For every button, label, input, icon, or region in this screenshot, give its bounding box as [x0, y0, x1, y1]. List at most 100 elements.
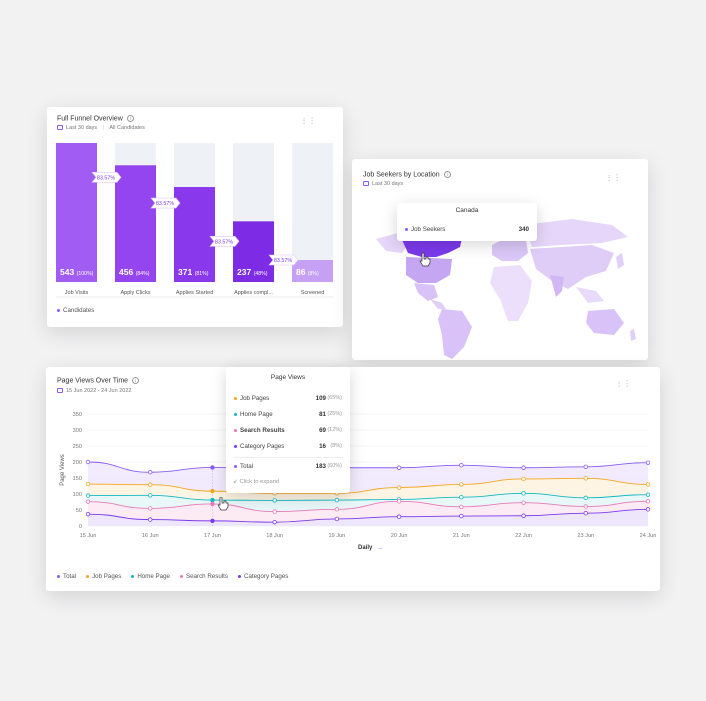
- more-options-icon[interactable]: ⋮: [616, 174, 624, 183]
- series-point[interactable]: [148, 482, 153, 487]
- series-point[interactable]: [583, 464, 588, 469]
- series-point[interactable]: [521, 465, 526, 470]
- tooltip-expand[interactable]: ↙ Click to expand: [233, 479, 279, 485]
- legend-item[interactable]: Total: [57, 573, 76, 580]
- series-point[interactable]: [396, 514, 402, 519]
- series-point[interactable]: [148, 506, 153, 511]
- series-point[interactable]: [583, 510, 588, 516]
- map-region-russia[interactable]: [524, 219, 628, 247]
- series-point[interactable]: [334, 507, 340, 512]
- info-icon[interactable]: i: [443, 171, 451, 178]
- funnel-bar[interactable]: [56, 143, 97, 282]
- series-line[interactable]: [87, 492, 649, 501]
- pageviews-title: Page Views Over Time: [57, 377, 129, 385]
- series-line[interactable]: [87, 508, 649, 523]
- series-point[interactable]: [334, 497, 340, 503]
- map-region-india[interactable]: [550, 275, 564, 297]
- map-region-asia[interactable]: [530, 245, 614, 289]
- funnel-bar[interactable]: [115, 165, 156, 282]
- tooltip-dot: [234, 396, 237, 400]
- map-region-southeast-asia[interactable]: [576, 287, 604, 303]
- period-selector[interactable]: Daily →: [358, 545, 383, 551]
- legend-item[interactable]: Home Page: [131, 573, 170, 580]
- series-point[interactable]: [459, 504, 464, 509]
- legend-item[interactable]: Search Results: [180, 573, 228, 580]
- x-tick-label: 22 Jun: [515, 533, 532, 539]
- map-region-japan[interactable]: [616, 253, 624, 269]
- more-options-icon[interactable]: ⋮: [311, 117, 319, 126]
- series-point[interactable]: [148, 470, 153, 475]
- series-point[interactable]: [583, 504, 588, 509]
- series-point[interactable]: [272, 519, 277, 525]
- series-point[interactable]: [85, 459, 91, 465]
- series-point[interactable]: [583, 476, 588, 481]
- series-point[interactable]: [148, 517, 153, 522]
- series-point[interactable]: [521, 500, 526, 505]
- map-region-australia[interactable]: [586, 309, 624, 335]
- legend-candidates[interactable]: Candidates: [63, 307, 95, 314]
- map-region-new-zealand[interactable]: [630, 329, 636, 341]
- map-region-usa[interactable]: [406, 257, 452, 283]
- series-point[interactable]: [521, 513, 526, 518]
- y-tick-label: 250: [73, 444, 82, 450]
- pageviews-tooltip-title: Page Views: [270, 374, 306, 381]
- series-point[interactable]: [583, 495, 588, 501]
- legend-dot: [57, 574, 60, 578]
- map-region-south-america[interactable]: [438, 309, 472, 359]
- series-point[interactable]: [85, 493, 91, 498]
- tooltip-row: Home Page 81 (25%): [234, 411, 342, 420]
- series-point[interactable]: [85, 499, 91, 504]
- series-point[interactable]: [645, 460, 651, 465]
- map-region-europe[interactable]: [492, 235, 528, 261]
- tooltip-dot: [234, 464, 237, 468]
- tooltip-expand-label: Click to expand: [239, 479, 280, 485]
- series-point[interactable]: [85, 481, 91, 487]
- series-point[interactable]: [645, 492, 651, 497]
- more-options-icon[interactable]: ⋮: [626, 380, 634, 389]
- legend-item[interactable]: Category Pages: [237, 573, 288, 580]
- map-region-mexico[interactable]: [414, 283, 438, 301]
- series-point[interactable]: [645, 507, 651, 512]
- series-line[interactable]: [87, 461, 649, 473]
- series-point[interactable]: [396, 465, 402, 470]
- map-tooltip-label: Job Seekers: [411, 226, 446, 233]
- settings-sliders-icon[interactable]: ⫶: [303, 117, 311, 126]
- series-point[interactable]: [85, 511, 91, 517]
- location-date-range[interactable]: Last 30 days: [372, 181, 404, 187]
- series-point[interactable]: [334, 516, 340, 522]
- series-point[interactable]: [521, 476, 526, 482]
- settings-sliders-icon[interactable]: ⫶: [618, 380, 626, 389]
- series-point[interactable]: [148, 493, 153, 498]
- funnel-bar[interactable]: [174, 187, 215, 282]
- series-point[interactable]: [272, 498, 277, 503]
- series-point[interactable]: [459, 513, 464, 519]
- settings-sliders-icon[interactable]: ⫶: [608, 174, 616, 183]
- map-region-central-america[interactable]: [430, 299, 446, 309]
- info-icon[interactable]: i: [132, 377, 140, 384]
- info-icon[interactable]: i: [126, 115, 134, 122]
- legend-item[interactable]: Job Pages: [86, 573, 121, 580]
- series-point[interactable]: [459, 494, 464, 500]
- pageviews-toolbar: ⫶⋮: [618, 380, 634, 390]
- series-line[interactable]: [87, 477, 649, 494]
- series-point[interactable]: [645, 499, 651, 504]
- series-point[interactable]: [459, 462, 464, 468]
- pageviews-date-range[interactable]: 15 Jun 2022 - 24 Jun 2022: [66, 388, 132, 394]
- funnel-bar[interactable]: [292, 259, 333, 282]
- funnel-bar[interactable]: [233, 221, 274, 282]
- tooltip-dot: [405, 227, 408, 231]
- series-point[interactable]: [459, 482, 464, 487]
- series-point[interactable]: [396, 499, 402, 504]
- series-line[interactable]: [87, 500, 649, 513]
- funnel-date-range[interactable]: Last 30 days: [66, 125, 98, 131]
- tooltip-row: Category Pages 16 (8%): [234, 443, 342, 452]
- legend-dot: [237, 574, 241, 578]
- map-region-africa[interactable]: [490, 265, 532, 321]
- series-point[interactable]: [272, 509, 277, 514]
- series-point[interactable]: [645, 482, 651, 487]
- series-point[interactable]: [521, 491, 526, 496]
- hover-point: [210, 489, 215, 494]
- funnel-filter[interactable]: All Candidates: [109, 125, 145, 131]
- x-tick-label: 19 Jun: [328, 533, 345, 539]
- series-point[interactable]: [396, 485, 402, 490]
